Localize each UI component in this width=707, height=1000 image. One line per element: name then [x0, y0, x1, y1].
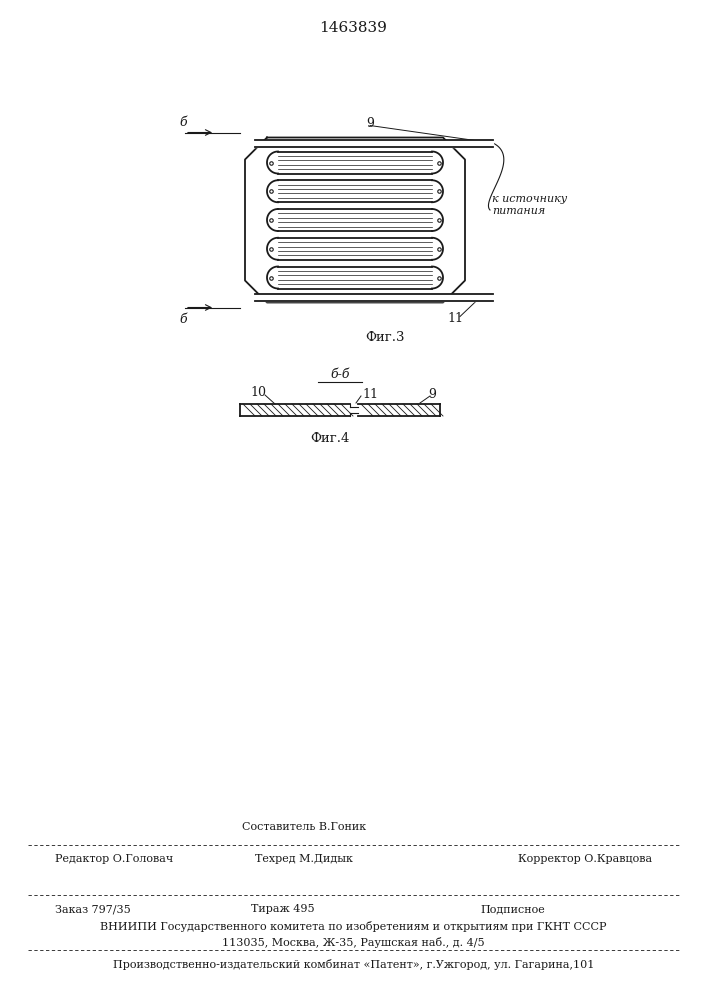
Text: 11: 11	[447, 312, 463, 325]
Text: б: б	[179, 116, 187, 129]
Text: Тираж 495: Тираж 495	[251, 904, 315, 914]
Text: 113035, Москва, Ж-35, Раушская наб., д. 4/5: 113035, Москва, Ж-35, Раушская наб., д. …	[222, 938, 485, 948]
Text: Фиг.3: Фиг.3	[366, 331, 404, 344]
Text: к источнику
питания: к источнику питания	[492, 194, 567, 216]
Text: Редактор О.Головач: Редактор О.Головач	[55, 854, 173, 864]
Text: 11: 11	[362, 387, 378, 400]
Text: Производственно-издательский комбинат «Патент», г.Ужгород, ул. Гагарина,101: Производственно-издательский комбинат «П…	[113, 958, 594, 970]
Text: б: б	[179, 313, 187, 326]
Text: ВНИИПИ Государственного комитета по изобретениям и открытиям при ГКНТ СССР: ВНИИПИ Государственного комитета по изоб…	[100, 922, 607, 932]
Text: Подписное: Подписное	[481, 904, 546, 914]
Text: 9: 9	[366, 117, 374, 130]
Text: Фиг.4: Фиг.4	[310, 432, 350, 444]
Text: 9: 9	[428, 387, 436, 400]
Text: Составитель В.Гоник: Составитель В.Гоник	[242, 822, 366, 832]
Text: Заказ 797/35: Заказ 797/35	[55, 904, 131, 914]
Text: Техред М.Дидык: Техред М.Дидык	[255, 854, 353, 864]
Text: б-б: б-б	[330, 368, 350, 381]
Text: 10: 10	[250, 385, 266, 398]
Text: 1463839: 1463839	[320, 21, 387, 35]
Text: Корректор О.Кравцова: Корректор О.Кравцова	[518, 854, 652, 864]
